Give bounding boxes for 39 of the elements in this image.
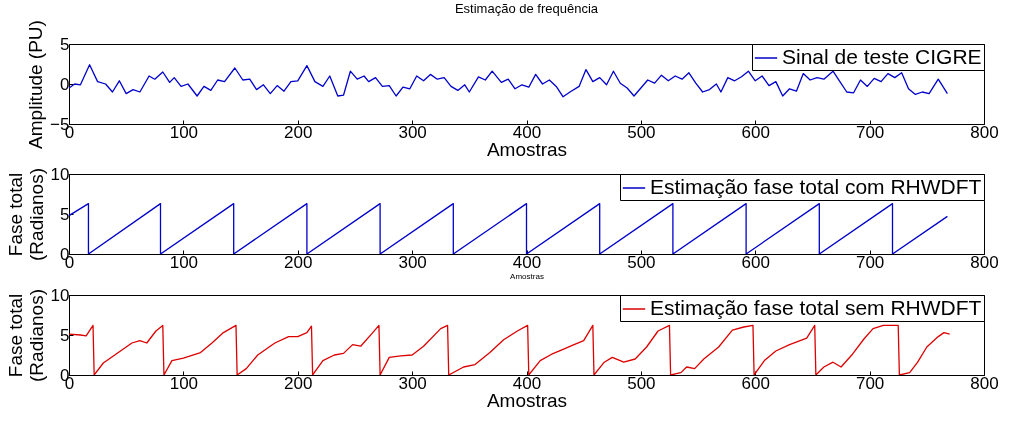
- x-tick-label: 500: [627, 373, 656, 393]
- y-tick-label: 5: [60, 325, 70, 345]
- x-tick-label: 100: [169, 373, 199, 393]
- x-tick-label: 700: [855, 373, 885, 393]
- x-tick-label: 700: [855, 252, 885, 272]
- x-tick-label: 200: [284, 373, 313, 393]
- line-series: [69, 64, 949, 98]
- line-series: [69, 202, 949, 254]
- x-tick-label: 300: [398, 252, 427, 272]
- line-series: [69, 324, 951, 375]
- x-tick-label: 500: [627, 122, 656, 142]
- x-tick-label: 800: [970, 122, 999, 142]
- x-tick-label: 600: [741, 252, 770, 272]
- y-axis-title: Fase total (Radianos): [4, 168, 47, 261]
- x-tick-label: 800: [970, 252, 999, 272]
- x-tick-label: 400: [512, 252, 542, 272]
- x-axis-title: Amostras: [510, 271, 544, 281]
- y-tick-label: 0: [60, 74, 70, 94]
- x-tick-label: 300: [398, 122, 427, 142]
- x-tick-label: 100: [169, 122, 199, 142]
- x-tick-label: 200: [284, 252, 313, 272]
- y-axis-title: Amplitude (PU): [25, 20, 47, 149]
- y-tick-label: 5: [60, 34, 70, 54]
- legend-label: Estimação fase total sem RHWDFT: [650, 296, 982, 319]
- x-tick-label: 300: [398, 373, 427, 393]
- x-tick-label: 600: [741, 373, 770, 393]
- y-axis-title: Fase total (Radianos): [4, 289, 47, 382]
- y-tick-label: 5: [60, 204, 70, 224]
- legend-label: Estimação fase total com RHWDFT: [650, 175, 982, 198]
- chart-title: Estimação de frequência: [454, 0, 599, 16]
- x-tick-label: 200: [284, 122, 313, 142]
- y-tick-label: 10: [50, 285, 70, 305]
- x-tick-label: 100: [169, 252, 199, 272]
- x-tick-label: 600: [741, 122, 770, 142]
- legend-label: Sinal de teste CIGRE: [782, 45, 982, 68]
- y-tick-label: 10: [50, 164, 70, 184]
- x-tick-label: 800: [970, 373, 999, 393]
- x-tick-label: 500: [627, 252, 656, 272]
- x-tick-label: 700: [855, 122, 885, 142]
